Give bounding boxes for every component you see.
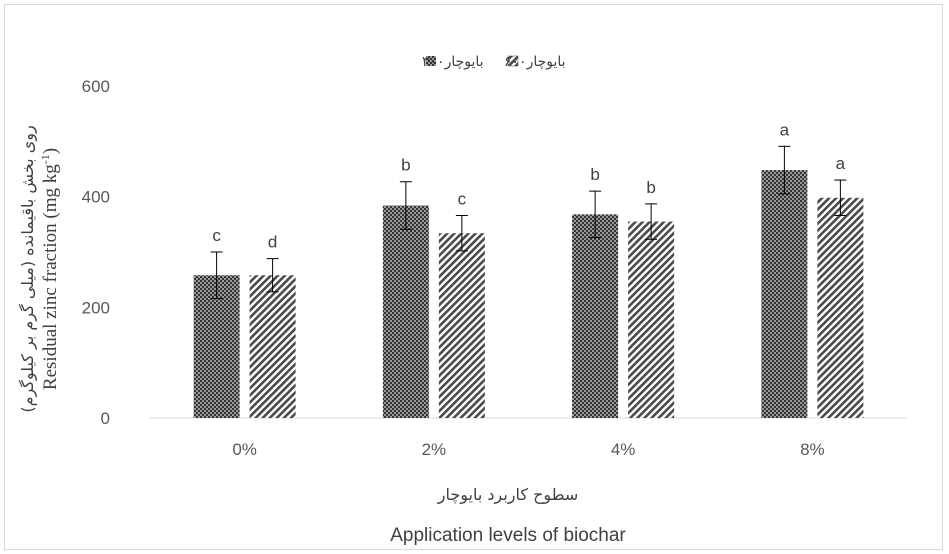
y-tick-label: 600: [82, 77, 110, 96]
x-tick-label: 4%: [611, 440, 636, 459]
y-tick-label: 200: [82, 298, 110, 317]
bar-series1-3: [572, 214, 619, 418]
legend-label-series1: بایوچار۳۰۰: [422, 54, 484, 70]
significance-letter: c: [458, 189, 467, 208]
x-tick-label: 8%: [800, 440, 825, 459]
bar-series2-1: [249, 275, 296, 418]
bar-series1-2: [382, 205, 429, 418]
bar-series2-3: [628, 221, 675, 418]
significance-letter: c: [212, 226, 221, 245]
x-tick-label: 0%: [232, 440, 257, 459]
significance-letter: d: [268, 233, 277, 252]
y-axis-title-en: Residual zinc fraction (mg kg-1): [38, 148, 61, 390]
significance-letter: a: [780, 120, 790, 139]
bar-series2-2: [438, 233, 485, 418]
significance-letter: b: [590, 165, 599, 184]
y-tick-label: 0: [101, 409, 110, 428]
significance-letter: b: [646, 178, 655, 197]
x-axis-ticks: 0% 2% 4% 8%: [232, 440, 824, 459]
chart-frame: [4, 4, 943, 550]
x-axis-title-fa: سطوح کاربرد بایوچار: [437, 485, 578, 505]
x-tick-label: 2%: [422, 440, 447, 459]
bars: c d b c b b a a: [193, 120, 864, 418]
y-tick-label: 400: [82, 188, 110, 207]
legend-swatch-series1: [426, 56, 436, 66]
bar-series2-4: [817, 197, 864, 418]
legend-label-series2: بایوچار۶۰۰: [504, 54, 566, 70]
y-axis-ticks: 0 200 400 600: [82, 77, 110, 428]
significance-letter: b: [401, 156, 410, 175]
significance-letter: a: [836, 154, 846, 173]
bar-series1-1: [193, 275, 240, 418]
legend-swatch-series2: [507, 55, 519, 67]
x-axis-title-en: Application levels of biochar: [390, 525, 626, 546]
y-axis-title-fa: روی بخش باقیمانده (میلی گرم بر کیلوگرم): [18, 125, 38, 412]
legend: بایوچار۳۰۰ بایوچار۶۰۰: [422, 54, 566, 70]
bar-series1-4: [761, 170, 808, 418]
